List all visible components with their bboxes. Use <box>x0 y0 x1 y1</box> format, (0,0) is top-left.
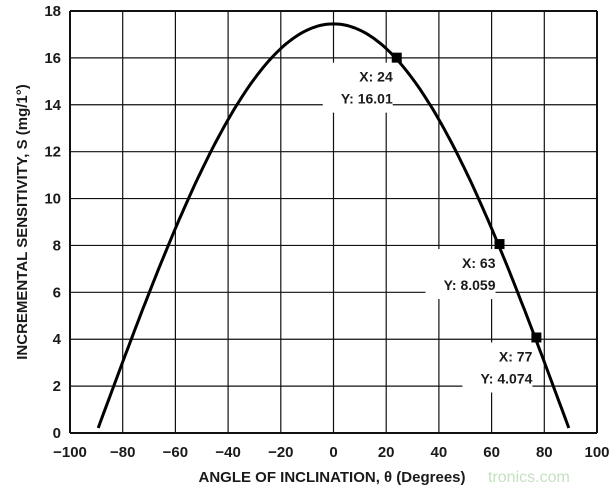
y-tick-label: 6 <box>53 284 61 301</box>
data-tip: X: 24 Y: 16.01 <box>322 52 402 113</box>
x-tick-label: 0 <box>329 444 337 461</box>
data-tip-background <box>462 342 533 393</box>
x-tick-label: 40 <box>431 444 448 461</box>
x-tick-label: 100 <box>584 444 609 461</box>
curve-layer <box>96 22 571 429</box>
data-point-marker <box>531 332 542 343</box>
y-tick-label: 16 <box>44 50 61 67</box>
annotations: X: 24 Y: 16.01 X: 63 Y: 8.059 X: 77 Y: 4.074 <box>322 52 542 393</box>
tick-labels: −100 −80 −60 −40 −20 0 20 40 60 80 100 0 2 4 6 8 10 12 14 1… <box>44 3 609 461</box>
y-axis-label: INCREMENTAL SENSITIVITY, S (mg/1°) <box>14 84 31 359</box>
data-tip-x: X: 77 <box>499 348 533 364</box>
data-tip: X: 77 Y: 4.074 <box>462 332 542 393</box>
y-tick-label: 2 <box>53 378 61 395</box>
y-tick-label: 14 <box>44 97 61 114</box>
data-point-marker <box>391 52 402 63</box>
x-tick-label: −80 <box>110 444 135 461</box>
data-tip-background <box>425 249 496 300</box>
x-tick-label: −100 <box>53 444 87 461</box>
watermark: tronics.com <box>488 469 570 486</box>
x-tick-label: 60 <box>483 444 500 461</box>
y-tick-label: 4 <box>53 331 62 348</box>
data-tip: X: 63 Y: 8.059 <box>425 239 505 300</box>
y-tick-label: 0 <box>53 425 61 442</box>
data-tip-y: Y: 4.074 <box>481 370 533 386</box>
data-tip-y: Y: 8.059 <box>444 277 496 293</box>
x-axis-label: ANGLE OF INCLINATION, θ (Degrees) <box>198 469 465 486</box>
sensitivity-curve <box>96 22 571 429</box>
data-tip-background <box>322 62 393 113</box>
x-tick-label: 80 <box>536 444 553 461</box>
x-tick-label: −20 <box>268 444 293 461</box>
data-tip-x: X: 24 <box>359 69 393 85</box>
x-tick-label: 20 <box>378 444 395 461</box>
y-tick-label: 12 <box>44 144 61 161</box>
y-tick-label: 10 <box>44 191 61 208</box>
x-tick-label: −40 <box>215 444 240 461</box>
y-tick-label: 18 <box>44 3 61 20</box>
y-tick-label: 8 <box>53 237 61 254</box>
x-tick-label: −60 <box>163 444 188 461</box>
data-tip-x: X: 63 <box>462 255 496 271</box>
data-point-marker <box>494 239 505 250</box>
data-tip-y: Y: 16.01 <box>341 91 393 107</box>
